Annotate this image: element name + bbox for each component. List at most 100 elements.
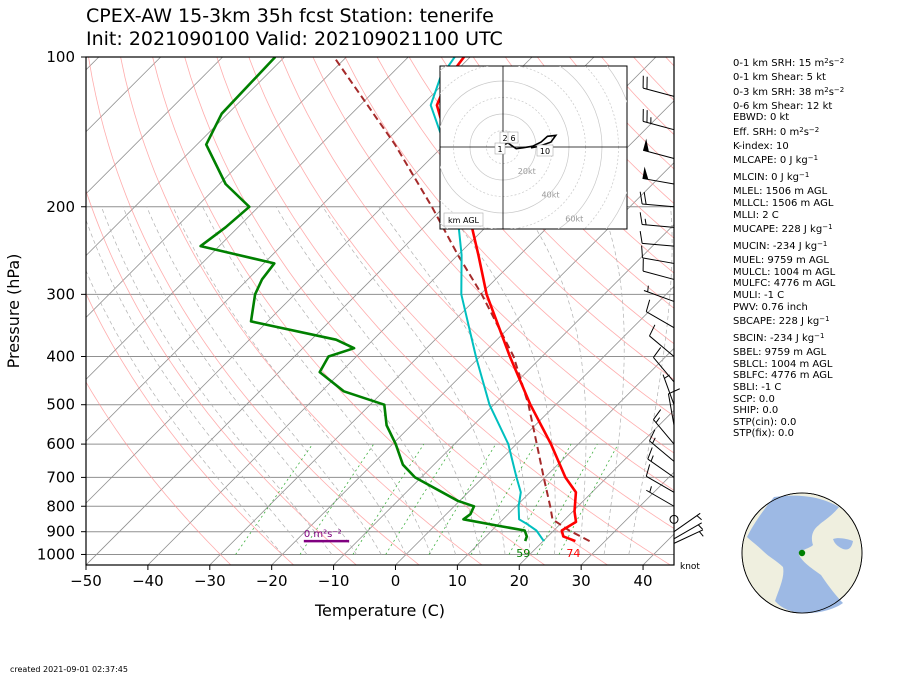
y-tick-label: 500 — [46, 396, 75, 414]
barb-staff — [653, 357, 675, 383]
moist-adiabat — [445, 206, 556, 555]
barb-half — [644, 218, 647, 225]
moist-adiabat — [628, 206, 673, 555]
moist-adiabat — [146, 206, 382, 555]
wind-barb — [649, 429, 675, 462]
index-line: 0-1 km Shear: 5 kt — [733, 72, 826, 83]
hodograph-height-label: 6 — [510, 134, 515, 143]
dry-adiabat — [344, 57, 674, 417]
wind-barb — [649, 324, 675, 357]
wind-barb — [667, 388, 680, 426]
calm-circle — [669, 514, 679, 524]
wind-barb — [642, 109, 675, 131]
barb-half — [649, 486, 652, 493]
x-tick-label: −30 — [194, 572, 226, 590]
wind-barb — [662, 374, 675, 405]
x-tick-label: 30 — [572, 572, 591, 590]
index-line: MLCAPE: 0 J kg−1 — [733, 154, 819, 167]
index-line: PWV: 0.76 inch — [733, 301, 808, 313]
wind-barb — [673, 522, 703, 540]
isotherm-line — [86, 57, 347, 318]
barb-full — [668, 388, 680, 395]
surface-temp-label: 74 — [566, 547, 580, 560]
mixing-ratio-line — [299, 443, 375, 555]
barb-staff — [642, 270, 675, 280]
mixing-ratio-line — [536, 443, 598, 555]
wind-barb — [645, 464, 675, 493]
dry-adiabat — [408, 57, 674, 345]
dry-adiabat — [376, 57, 674, 381]
index-line: MUEL: 9759 m AGL — [733, 255, 829, 267]
hodograph-unit-label: km AGL — [448, 216, 480, 225]
wind-barb — [645, 299, 675, 329]
x-tick-label: 0 — [391, 572, 401, 590]
moist-adiabat — [172, 206, 407, 555]
isotherm-line — [209, 100, 674, 565]
moist-adiabat — [322, 206, 506, 555]
wind-barb — [646, 486, 675, 507]
barb-staff — [642, 224, 675, 228]
dry-adiabat — [216, 57, 671, 565]
index-line: MUCAPE: 228 J kg−1 — [733, 223, 833, 236]
station-marker — [798, 549, 806, 557]
moist-adiabat — [236, 206, 456, 555]
wind-barb — [641, 245, 675, 264]
y-tick-label: 1000 — [37, 545, 75, 563]
isotherm-line — [86, 57, 223, 195]
dry-adiabat — [312, 57, 674, 454]
dry-adiabat — [88, 57, 420, 565]
index-line: MULFC: 4776 m AGL — [733, 278, 836, 290]
barb-staff — [646, 311, 675, 329]
barb-half — [647, 285, 649, 292]
barb-half — [650, 455, 654, 462]
index-line: SBLCL: 1004 m AGL — [733, 358, 833, 370]
srh-label: 0 m²s⁻² — [304, 529, 342, 540]
moist-adiabat — [601, 206, 625, 555]
y-tick-label: 700 — [46, 468, 75, 486]
barb-staff — [653, 419, 675, 445]
barb-flag — [643, 138, 649, 152]
index-line: STP(fix): 0.0 — [733, 428, 794, 440]
wind-barb — [673, 512, 702, 533]
barb-full — [653, 347, 662, 358]
mixing-ratio-line — [558, 443, 619, 555]
isotherm-line — [86, 57, 162, 133]
wind-unit-label: knot — [680, 562, 700, 572]
hodograph-ring-label: 60kt — [565, 214, 583, 223]
wind-barb — [669, 514, 679, 524]
index-line: EBWD: 0 kt — [733, 112, 790, 124]
index-line: SBCAPE: 228 J kg−1 — [733, 315, 830, 328]
y-tick-label: 900 — [46, 523, 75, 541]
x-tick-label: 40 — [634, 572, 653, 590]
moist-adiabat — [202, 206, 432, 555]
y-tick-label: 100 — [46, 48, 75, 66]
hodograph-ring-label: 80kt — [589, 238, 607, 247]
dry-adiabat — [280, 57, 674, 491]
moist-adiabat — [522, 206, 587, 555]
index-line: SBLFC: 4776 m AGL — [733, 370, 833, 382]
isotherm-line — [271, 162, 674, 565]
parcel-trace — [333, 57, 591, 542]
wind-barb — [642, 258, 675, 280]
mixing-ratio-line — [385, 443, 456, 555]
mixing-ratio-line — [235, 443, 313, 555]
barb-staff — [646, 475, 675, 493]
barb-staff — [642, 203, 675, 208]
dry-adiabat — [86, 381, 232, 565]
barb-full — [641, 245, 643, 258]
barb-full — [639, 212, 643, 225]
ocean-shape — [747, 495, 843, 614]
index-line: 0-1 km SRH: 15 m2s−2 — [733, 57, 845, 70]
hodograph-height-box — [507, 131, 519, 144]
dry-adiabat — [248, 57, 674, 529]
index-line: SBLI: -1 C — [733, 382, 782, 393]
barb-full — [639, 191, 643, 205]
barb-staff — [649, 440, 675, 462]
index-line: MLLI: 2 C — [733, 209, 779, 221]
barb-staff — [673, 529, 704, 544]
barb-staff — [673, 512, 701, 533]
x-tick-label: −50 — [70, 572, 102, 590]
barb-staff — [642, 120, 675, 131]
index-line: MLEL: 1506 m AGL — [733, 186, 828, 198]
barb-staff — [649, 335, 675, 357]
